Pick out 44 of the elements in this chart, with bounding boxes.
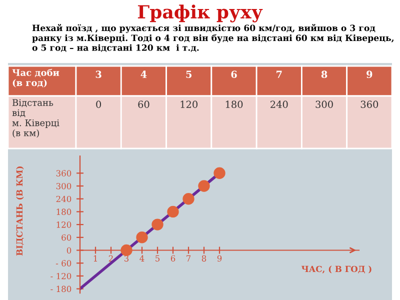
text: 7 [276,70,282,78]
y-tick-label: 0 [66,247,72,254]
text: Час доби (в год) [12,68,60,88]
text: 6 [231,70,237,78]
x-tick-label: 6 [170,255,176,262]
point [214,167,226,179]
text: Відстань від м. Ківерці (в км) [12,99,60,138]
y-tick-label: 180 [56,208,72,215]
x-tick-label: 7 [186,255,191,262]
text: 8 [321,70,328,78]
y-axis-title: ВІДСТАНЬ (В КМ) [16,166,24,256]
y-tick-label: - 60 [56,260,72,266]
text: 180 [226,100,243,108]
y-tick-label: 360 [56,170,72,176]
chart-title: Графік руху [138,4,263,22]
point [182,193,194,205]
text: 3 [96,70,102,78]
text: 9 [366,70,372,78]
chart-subtitle: Нехай поїзд , що рухається зі швидкістю 60 км/год, вийшов о 3 год ранку із м.Ківерці. Тоді о 4 год він буде на відстані 60 км від Ківерець, о 5 год – на відстані 120 км і т.д. [32,24,394,52]
y-tick-label: - 120 [50,272,72,280]
x-tick-label: 8 [202,255,206,262]
y-tick-label: 60 [62,234,72,241]
text: 60 [138,100,150,108]
y-tick-label: 240 [56,196,72,202]
text: 120 [180,100,198,108]
text: 360 [360,100,378,108]
point [167,206,179,218]
point [120,244,132,256]
text: 0 [96,100,102,108]
text: 240 [270,100,288,108]
y-tick-label: 120 [56,222,72,228]
point [198,180,210,192]
x-tick-label: 4 [140,255,144,262]
x-tick-label: 9 [217,255,222,262]
y-tick-label: 300 [56,182,72,190]
y-tick-label: - 180 [50,286,72,292]
x-tick-label: 5 [156,255,160,262]
text: 300 [316,100,333,108]
text: 4 [140,70,147,78]
text: 5 [186,70,192,78]
point [136,232,148,244]
x-axis-title: ЧАС, ( В ГОД ) [301,266,372,274]
point [152,218,164,230]
x-tick-label: 1 [94,255,97,262]
